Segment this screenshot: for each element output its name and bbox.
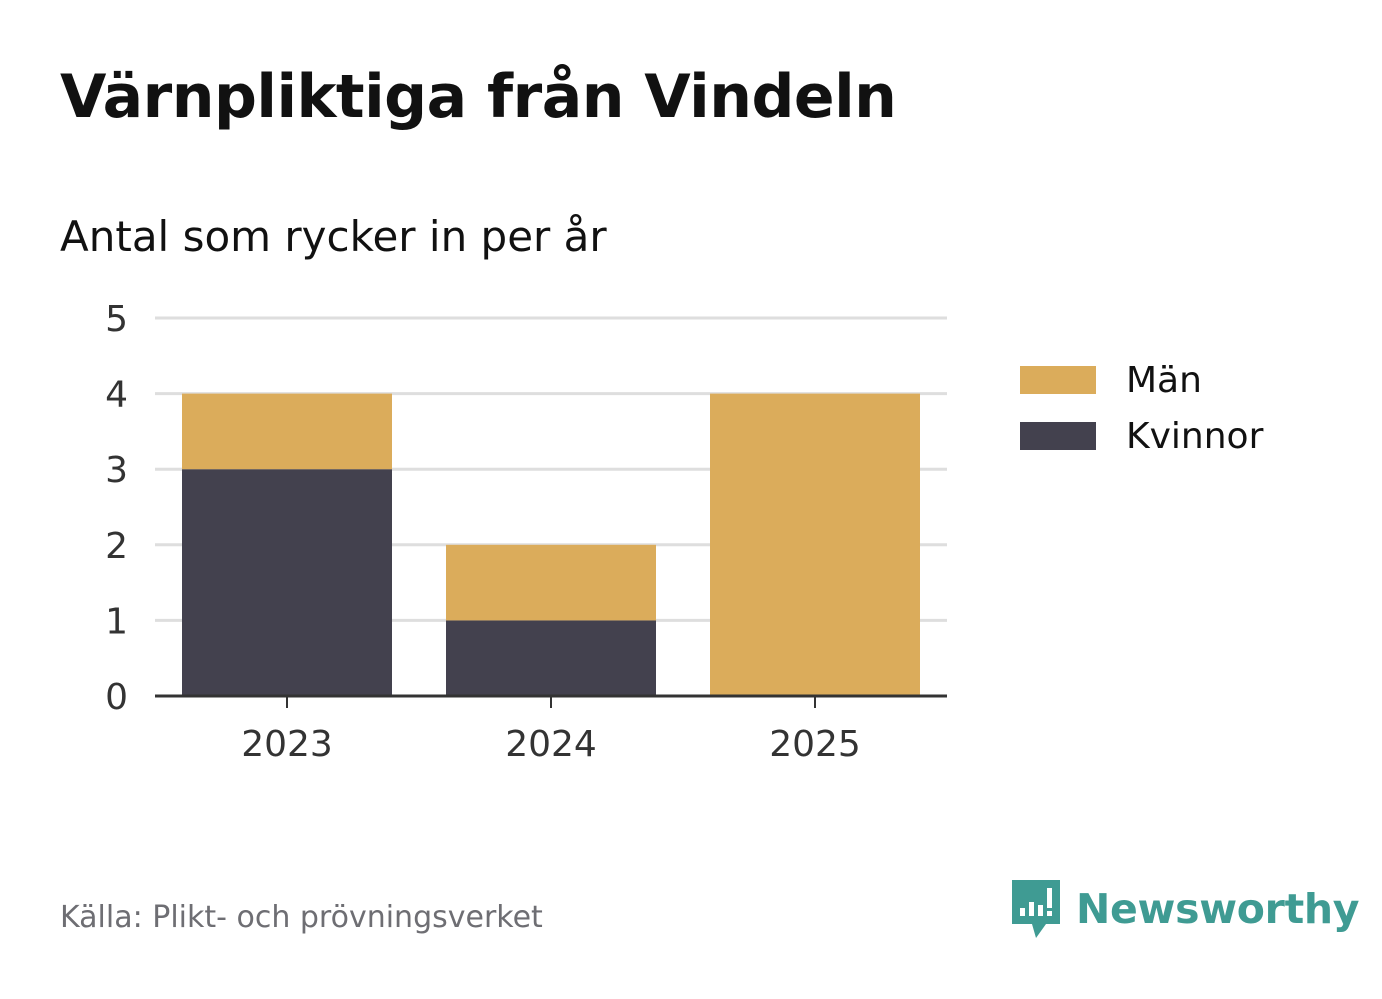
source-note: Källa: Plikt- och prövningsverket	[60, 900, 543, 935]
newsworthy-logo-icon	[1012, 880, 1060, 938]
legend-label-kvinnor: Kvinnor	[1126, 415, 1264, 457]
x-tick-label-2025: 2025	[769, 724, 861, 765]
legend: Män Kvinnor	[1020, 352, 1263, 464]
y-tick-label-0: 0	[105, 677, 128, 718]
bar-män-2025	[710, 393, 920, 696]
x-tick-label-2024: 2024	[505, 724, 597, 765]
chart-title: Värnpliktiga från Vindeln	[60, 62, 897, 132]
legend-item-man: Män	[1020, 352, 1263, 408]
legend-item-kvinnor: Kvinnor	[1020, 408, 1263, 464]
brand-logo[interactable]: Newsworthy	[1010, 878, 1359, 940]
legend-label-man: Män	[1126, 359, 1202, 401]
y-tick-label-5: 5	[105, 299, 128, 340]
legend-swatch-man	[1020, 366, 1096, 394]
bar-män-2024	[446, 544, 656, 621]
brand-name: Newsworthy	[1076, 885, 1360, 933]
x-tick-label-2023: 2023	[241, 724, 333, 765]
y-tick-label-1: 1	[105, 601, 128, 642]
bar-kvinnor-2023	[182, 469, 392, 696]
y-tick-label-4: 4	[105, 375, 128, 416]
bar-män-2023	[182, 393, 392, 470]
legend-swatch-kvinnor	[1020, 422, 1096, 450]
y-tick-label-3: 3	[105, 450, 128, 491]
chart-subtitle: Antal som rycker in per år	[60, 212, 607, 261]
bar-kvinnor-2024	[446, 620, 656, 696]
y-tick-label-2: 2	[105, 526, 128, 567]
